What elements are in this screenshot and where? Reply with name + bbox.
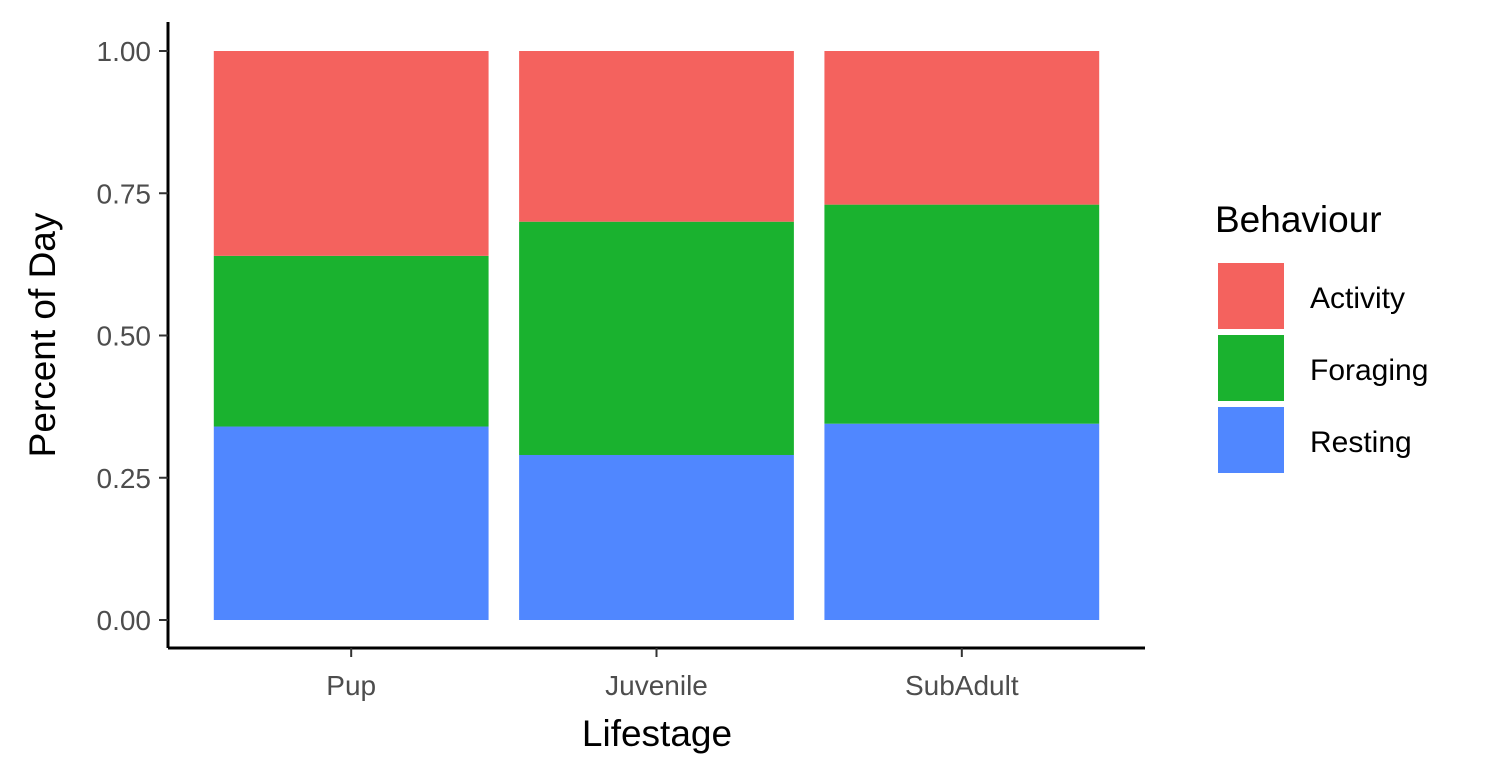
bar-activity-juvenile xyxy=(519,51,794,222)
legend-key-activity xyxy=(1218,263,1284,329)
x-tick-label-subadult: SubAdult xyxy=(905,670,1019,701)
y-axis: 0.00 0.25 0.50 0.75 1.00 xyxy=(97,22,170,648)
x-axis-title: Lifestage xyxy=(582,713,732,754)
y-tick-label: 0.00 xyxy=(97,605,152,636)
bar-activity-pup xyxy=(213,51,489,256)
x-tick-label-juvenile: Juvenile xyxy=(605,670,708,701)
bar-foraging-juvenile xyxy=(519,221,794,455)
y-tick-label: 1.00 xyxy=(97,36,152,67)
bar-activity-subadult xyxy=(824,51,1100,205)
bar-foraging-pup xyxy=(213,255,489,427)
y-tick-label: 0.50 xyxy=(97,321,152,352)
legend-label-resting: Resting xyxy=(1310,426,1412,459)
x-axis: Pup Juvenile SubAdult xyxy=(168,646,1145,701)
legend-label-foraging: Foraging xyxy=(1310,354,1428,387)
legend: Behaviour Activity Foraging Resting xyxy=(1215,199,1428,473)
bar-resting-juvenile xyxy=(519,454,794,620)
legend-key-resting xyxy=(1218,407,1284,473)
legend-key-foraging xyxy=(1218,335,1284,401)
bars-group xyxy=(213,51,1100,620)
x-tick-label-pup: Pup xyxy=(326,670,376,701)
legend-title: Behaviour xyxy=(1215,199,1382,240)
bar-foraging-subadult xyxy=(824,204,1100,424)
y-tick-label: 0.25 xyxy=(97,463,152,494)
bar-resting-subadult xyxy=(824,423,1100,620)
y-tick-label: 0.75 xyxy=(97,178,152,209)
bar-resting-pup xyxy=(213,426,489,620)
y-axis-title: Percent of Day xyxy=(22,212,63,457)
legend-label-activity: Activity xyxy=(1310,282,1405,315)
